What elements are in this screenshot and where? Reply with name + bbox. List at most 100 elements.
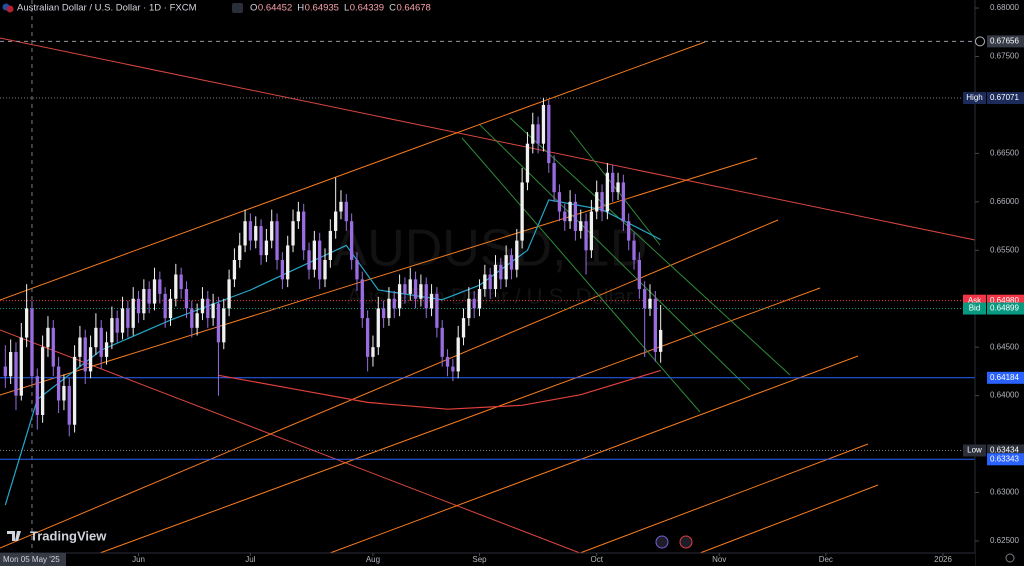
legend-value: 0.64339	[350, 3, 384, 14]
y-tick-label: 0.66000	[990, 197, 1019, 206]
candle-body	[435, 293, 439, 328]
x-tick-label: Oct	[590, 555, 603, 564]
candle-body	[611, 172, 615, 193]
x-tick-label: Jul	[245, 555, 255, 564]
candle-body	[573, 201, 578, 231]
candle-body	[78, 337, 82, 357]
price-label-box	[987, 302, 1024, 315]
price-tag-box	[963, 302, 986, 315]
candle-body	[131, 298, 135, 328]
candle-body	[334, 211, 338, 231]
candle-body	[147, 289, 151, 304]
candle-body	[509, 255, 514, 270]
crosshair-label: Mon 05 May '25	[3, 555, 60, 564]
candle-body	[323, 259, 327, 280]
trendline	[461, 137, 701, 413]
candle-body	[403, 284, 407, 294]
candle-body	[94, 327, 98, 348]
legend: Australian Dollar / U.S. Dollar · 1D · F…	[2, 3, 431, 14]
badge	[232, 3, 243, 13]
candle-body	[605, 172, 610, 212]
candle-body	[275, 221, 279, 260]
price-tag: High	[966, 93, 982, 102]
candle-body	[653, 298, 657, 353]
candle-body	[291, 221, 295, 246]
candle-body	[376, 308, 380, 348]
candle-body	[600, 192, 604, 212]
candle-body	[440, 327, 444, 357]
brand-logo	[7, 531, 21, 541]
candle-body	[461, 318, 466, 338]
candle-body	[557, 192, 562, 212]
price-label-box	[987, 35, 1024, 48]
candle-body	[312, 240, 316, 270]
candle-body	[195, 313, 199, 328]
candle-body	[120, 308, 125, 333]
brand-name: TradingView	[30, 528, 107, 543]
candle-body	[579, 221, 583, 231]
candles	[3, 98, 663, 437]
legend-label: L	[344, 3, 349, 14]
candle-body	[83, 337, 87, 372]
price-label-box	[987, 453, 1024, 466]
price-axis	[975, 0, 1024, 566]
candle-body	[355, 259, 359, 280]
price-label: 0.63343	[990, 454, 1019, 463]
candle-body	[270, 221, 274, 241]
candle-body	[99, 327, 103, 357]
trendline	[579, 443, 869, 554]
add-alert-icon[interactable]	[975, 36, 985, 47]
icon[interactable]	[655, 535, 669, 549]
price-label: 0.63434	[990, 446, 1019, 455]
candle-body	[552, 163, 556, 193]
candle-body	[3, 366, 7, 377]
candle-body	[152, 279, 157, 304]
crosshair-label-box	[0, 553, 66, 566]
icon[interactable]	[679, 535, 693, 549]
candle-body	[168, 298, 173, 319]
price-lines	[0, 0, 975, 553]
flag-icon	[6, 5, 14, 13]
price-label-box	[987, 92, 1024, 105]
candle-body	[632, 240, 636, 260]
candle-body	[520, 182, 524, 241]
candle-body	[216, 303, 221, 343]
moving-average	[218, 369, 661, 410]
candle-body	[318, 240, 322, 280]
candle-body	[451, 366, 455, 372]
price-label: 0.64980	[990, 296, 1019, 305]
candle-body	[589, 211, 594, 251]
settings-icon[interactable]	[1005, 553, 1015, 563]
candle-body	[616, 182, 620, 193]
candle-body	[621, 182, 626, 222]
y-tick-label: 0.64000	[990, 391, 1019, 400]
candle-body	[595, 192, 599, 212]
candle-body	[419, 284, 423, 299]
candle-body	[232, 259, 237, 280]
candle-body	[504, 255, 508, 280]
price-label: 0.64899	[990, 304, 1019, 313]
status-icons	[655, 535, 693, 549]
candle-body	[659, 329, 663, 352]
legend-value: 0.64452	[258, 3, 292, 14]
candle-body	[328, 230, 332, 260]
candle-body	[30, 308, 34, 377]
candle-body	[142, 289, 146, 314]
candle-body	[531, 124, 535, 144]
candle-body	[184, 289, 189, 309]
brand: TradingView	[7, 528, 107, 543]
candle-body	[88, 347, 93, 372]
candle-body	[248, 221, 253, 241]
y-tick-label: 0.62500	[990, 536, 1019, 545]
price-tag: Low	[967, 446, 982, 455]
price-tag: Ask	[968, 296, 982, 305]
candle-body	[584, 221, 588, 251]
candle-body	[392, 298, 396, 309]
candle-body	[643, 289, 647, 309]
candle-body	[499, 264, 503, 280]
candle-body	[110, 318, 114, 343]
price-label: 0.67656	[990, 36, 1019, 45]
candle-body	[339, 201, 343, 212]
